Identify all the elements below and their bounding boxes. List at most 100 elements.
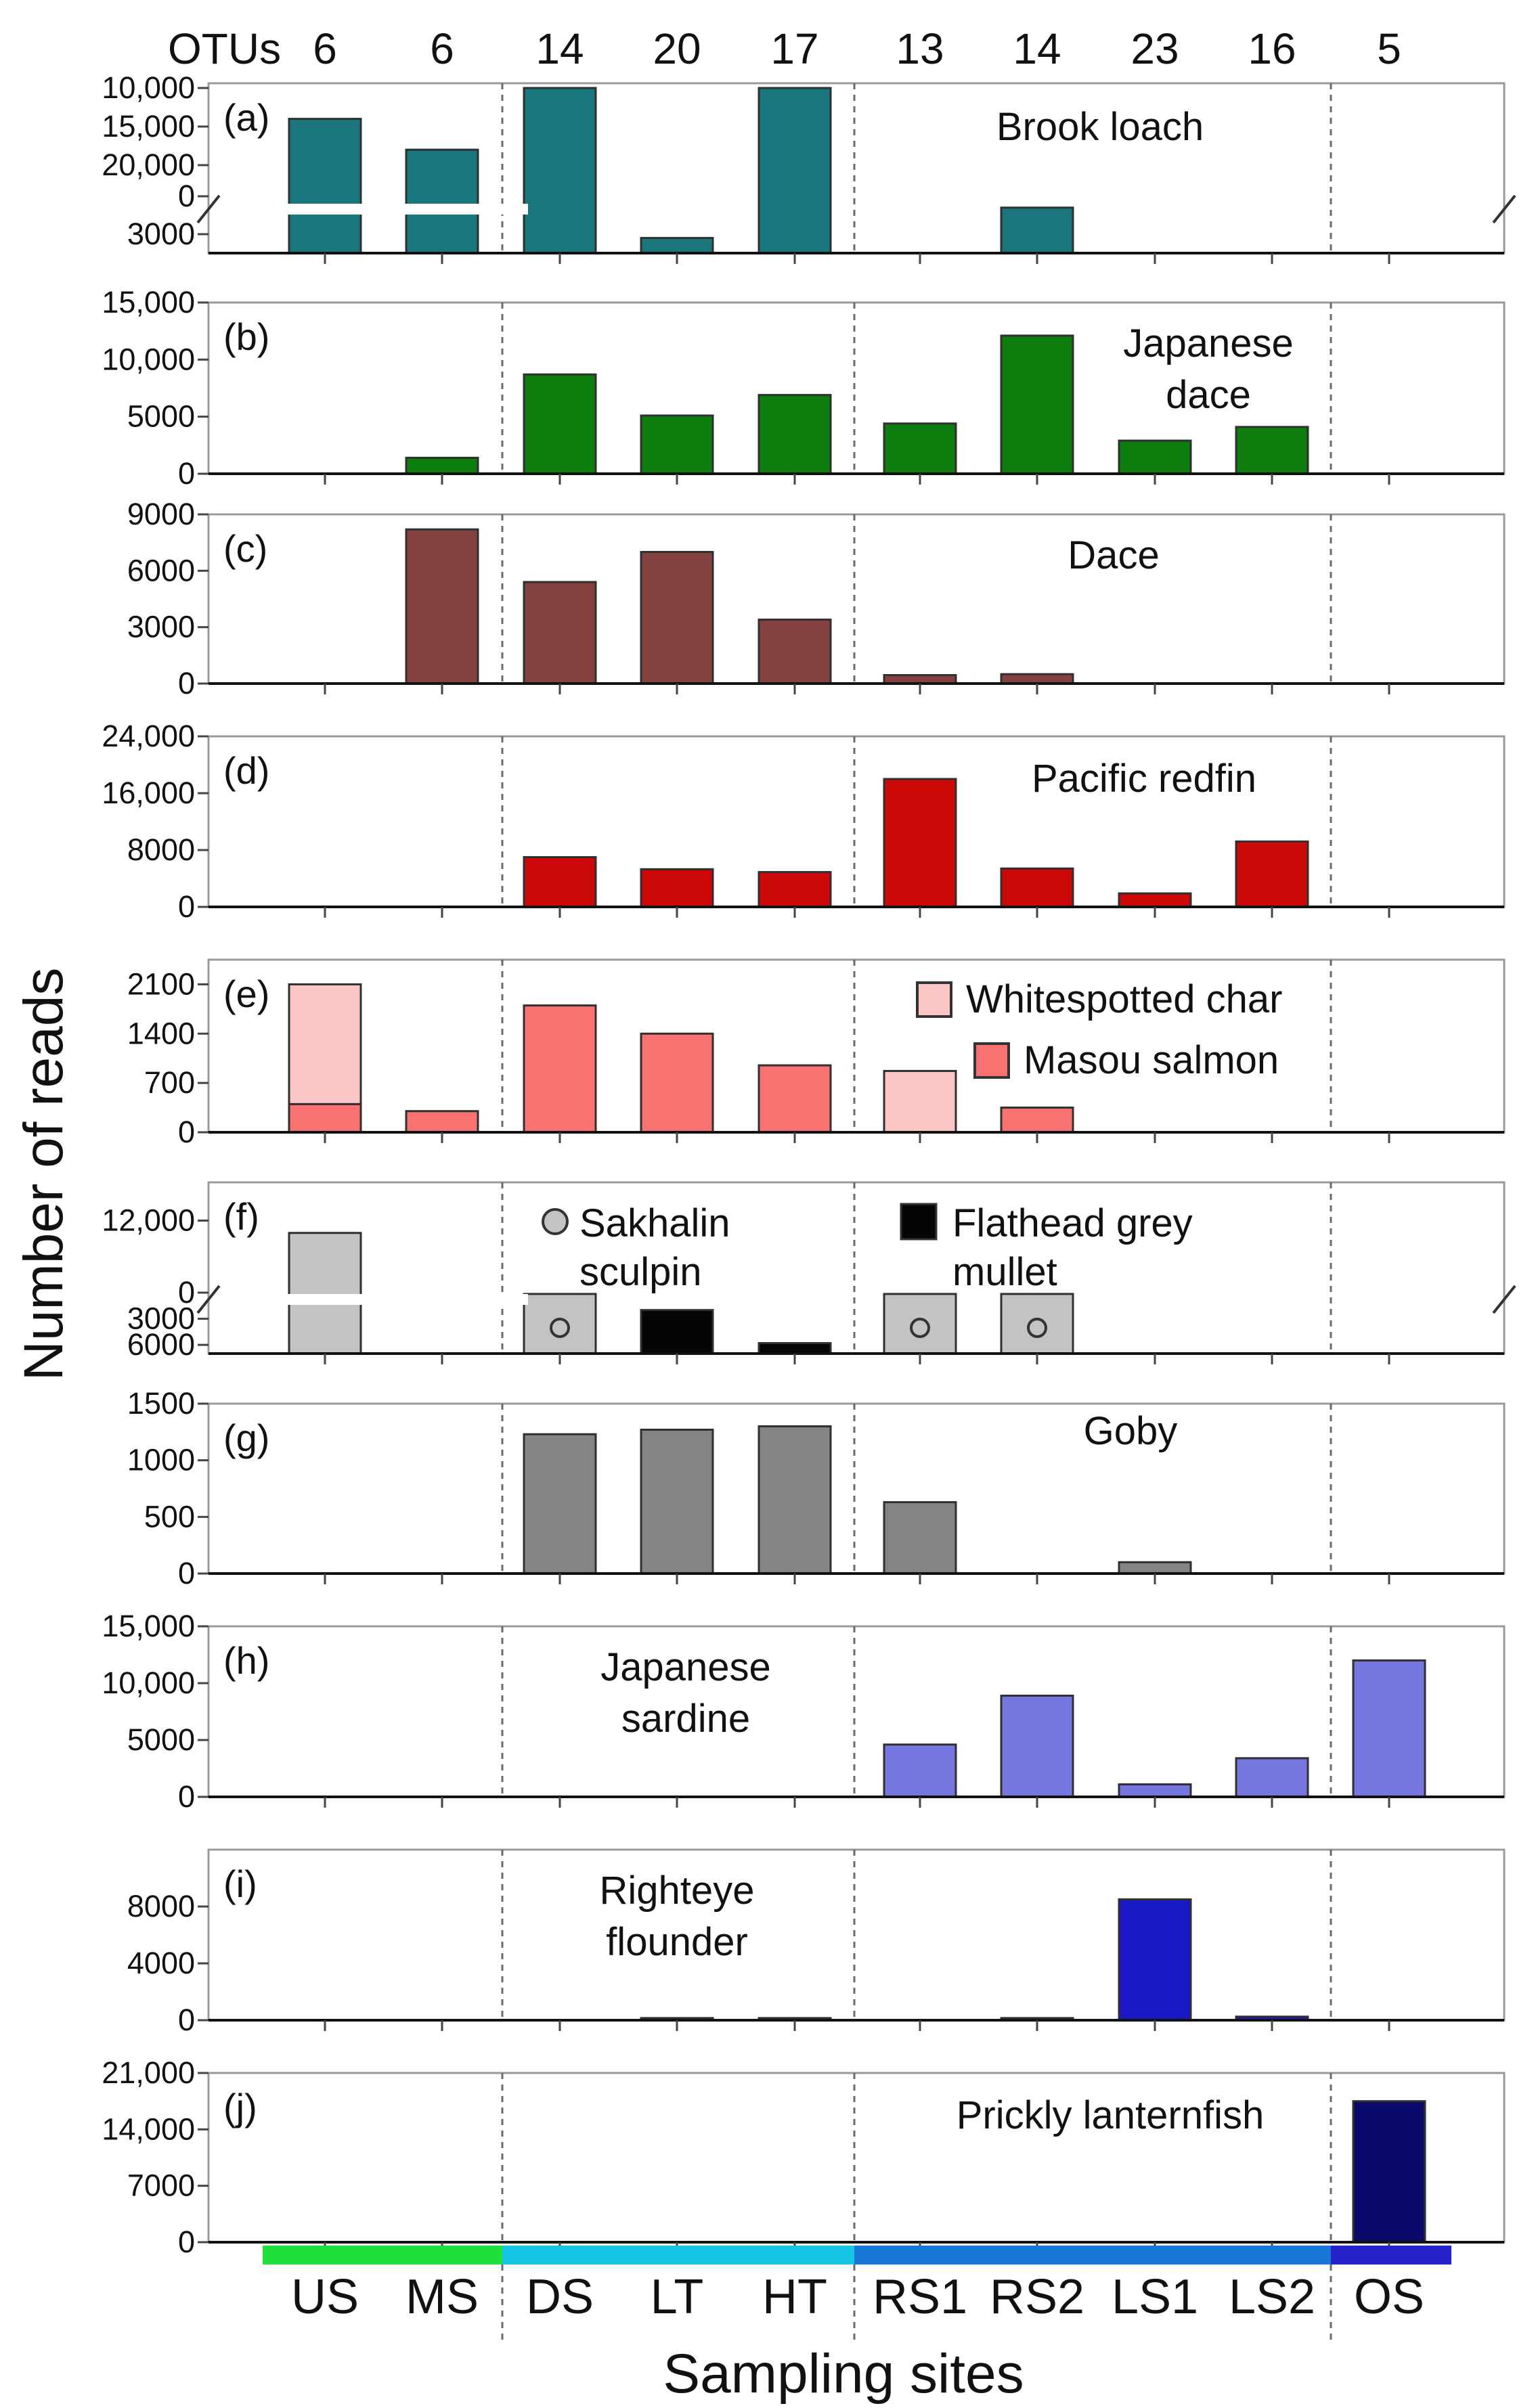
site-label: RS1 <box>873 2270 967 2324</box>
bar <box>1000 1694 1074 1798</box>
species-label: Righteye <box>600 1869 755 1913</box>
species-label: Dace <box>1068 533 1159 577</box>
y-tick-label: 700 <box>144 1065 195 1100</box>
y-tick-label: 0 <box>178 1779 195 1814</box>
site-label: RS2 <box>990 2270 1084 2324</box>
y-tick-label: 0 <box>178 179 195 213</box>
x-axis-title: Sampling sites <box>663 2343 1024 2405</box>
legend-swatch <box>916 981 952 1018</box>
axis-break-mark <box>1492 1285 1516 1314</box>
panel-letter: (e) <box>223 973 269 1015</box>
panel-frame <box>207 2072 1506 2244</box>
y-tick-label: 3000 <box>127 1301 195 1336</box>
bar <box>405 456 479 475</box>
bar <box>523 87 597 254</box>
bar <box>640 1032 714 1134</box>
bar <box>288 1102 362 1134</box>
panel: 0 8000 16,000 24,000 (d) Pacific redfin <box>102 719 1506 924</box>
y-tick-label: 2100 <box>127 966 195 1001</box>
bar <box>1000 206 1074 254</box>
y-tick-label: 15,000 <box>102 109 195 143</box>
y-tick-label: 0 <box>178 1275 195 1310</box>
panel-frame <box>207 1848 1506 2022</box>
panel: 0 5000 10,000 15,000 (b) Japanese dace <box>102 285 1506 491</box>
y-tick-label: 3000 <box>127 610 195 644</box>
bar <box>523 1433 597 1575</box>
bar <box>1000 334 1074 475</box>
bar <box>1000 1107 1074 1134</box>
panel: 0 700 1400 2100 (e) Whitespotted char Masou sa… <box>127 958 1506 1149</box>
y-tick-label: 10,000 <box>102 342 195 376</box>
zone-segment <box>854 2246 1331 2265</box>
bar <box>1118 1561 1192 1575</box>
bar <box>523 373 597 475</box>
axis-break-band <box>257 204 528 215</box>
panel-frame <box>207 735 1506 908</box>
bar <box>758 394 832 475</box>
bar <box>1352 1659 1426 1798</box>
bar <box>288 118 362 254</box>
species-label: dace <box>1166 373 1251 417</box>
bar <box>1118 892 1192 908</box>
legend-label: Flathead grey <box>952 1201 1193 1245</box>
bar <box>1118 1783 1192 1798</box>
bar <box>405 1110 479 1134</box>
legend-label: Masou salmon <box>1024 1038 1279 1082</box>
zone-segment <box>263 2246 502 2265</box>
bar <box>883 1501 957 1575</box>
y-tick-label: 500 <box>144 1499 195 1534</box>
bar <box>405 148 479 254</box>
otus-label: OTUs <box>168 24 281 73</box>
panel: 0 500 1000 1500 (g) Goby <box>127 1386 1506 1590</box>
y-tick-label: 5000 <box>127 399 195 434</box>
bar <box>640 551 714 685</box>
bar <box>288 1232 362 1355</box>
site-labels: US MS DS LT HT RS1 RS2 LS1 LS2 OS <box>291 2270 1424 2324</box>
bar <box>640 237 714 254</box>
y-tick-label: 8000 <box>127 1889 195 1923</box>
y-tick-label: 8000 <box>127 832 195 867</box>
y-tick-label: 0 <box>178 2225 195 2259</box>
bar <box>758 871 832 908</box>
site-label: DS <box>526 2270 594 2324</box>
y-tick-label: 9000 <box>127 497 195 531</box>
species-label: Japanese <box>1123 321 1294 365</box>
zone-segment <box>502 2246 854 2265</box>
y-tick-label: 21,000 <box>102 2055 195 2090</box>
y-tick-label: 3000 <box>127 217 195 251</box>
legend-swatch <box>900 1203 938 1241</box>
bar <box>883 1069 957 1134</box>
y-tick-label: 16,000 <box>102 776 195 810</box>
axis-break-mark <box>1492 194 1516 224</box>
bar <box>758 1342 832 1355</box>
panel-frame <box>207 513 1506 685</box>
y-tick-label: 12,000 <box>102 1203 195 1238</box>
sculpin-marker <box>910 1318 930 1338</box>
panel-letter: (a) <box>223 96 269 139</box>
otu-count: 16 <box>1248 24 1296 73</box>
bar <box>523 1004 597 1134</box>
legend-swatch <box>542 1208 569 1235</box>
y-axis-title: Number of reads <box>13 968 74 1381</box>
species-label: flounder <box>606 1920 748 1964</box>
y-tick-label: 6000 <box>127 553 195 587</box>
legend-swatch <box>973 1042 1010 1079</box>
panel-letter: (j) <box>223 2086 257 2128</box>
y-tick-label: 5000 <box>127 1722 195 1757</box>
y-tick-label: 1000 <box>127 1443 195 1477</box>
site-label: LS2 <box>1229 2270 1315 2324</box>
y-tick-label: 0 <box>178 456 195 491</box>
species-label: Japanese <box>600 1645 771 1689</box>
bar <box>640 868 714 908</box>
panel: 0 5000 10,000 15,000 (h) Japanese sardine <box>102 1609 1506 1814</box>
site-label: US <box>291 2270 359 2324</box>
otu-count: 20 <box>653 24 701 73</box>
otu-count: 5 <box>1377 24 1401 73</box>
otu-values: 6 6 14 20 17 13 14 23 16 5 <box>313 24 1401 73</box>
y-tick-label: 14,000 <box>102 2112 195 2146</box>
panel-letter: (f) <box>223 1195 259 1238</box>
site-label: LT <box>651 2270 704 2324</box>
panel-frame <box>207 1181 1506 1355</box>
